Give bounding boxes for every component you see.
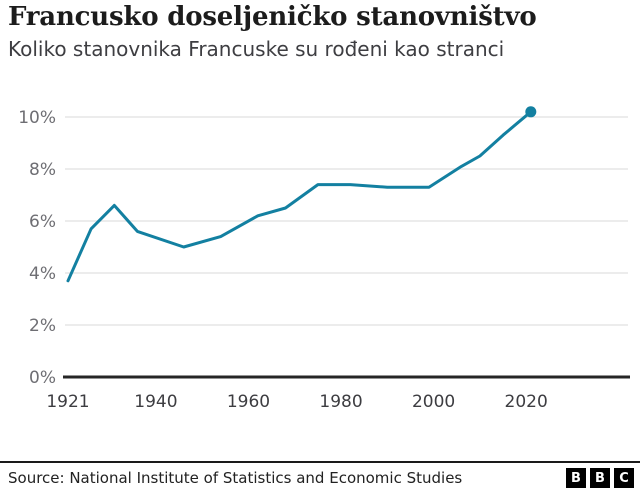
x-axis-tick-label: 1921 xyxy=(46,392,89,412)
data-line xyxy=(66,110,533,283)
y-axis-tick-label: 8% xyxy=(29,160,56,180)
footer: Source: National Institute of Statistics… xyxy=(0,461,640,493)
x-axis-tick-label: 2020 xyxy=(505,392,548,412)
x-axis-tick-label: 1980 xyxy=(319,392,362,412)
x-axis-tick-label: 1960 xyxy=(227,392,270,412)
y-axis-tick-label: 0% xyxy=(29,368,56,388)
y-axis-tick-label: 10% xyxy=(18,108,56,128)
bbc-logo-block-c: C xyxy=(614,468,634,488)
x-axis-tick-label: 2000 xyxy=(412,392,455,412)
y-axis-tick-label: 6% xyxy=(29,212,56,232)
page-title: Francusko doseljeničko stanovništvo xyxy=(8,2,537,32)
source-attribution: Source: National Institute of Statistics… xyxy=(8,469,463,487)
bbc-logo-block-b2: B xyxy=(590,468,610,488)
chart-subtitle: Koliko stanovnika Francuske su rođeni ka… xyxy=(8,37,505,61)
y-axis-tick-label: 2% xyxy=(29,316,56,336)
bbc-logo: B B C xyxy=(566,468,634,488)
x-axis-tick-label: 1940 xyxy=(134,392,177,412)
latest-value-dot xyxy=(525,106,537,118)
y-axis-tick-label: 4% xyxy=(29,264,56,284)
bbc-logo-block-b1: B xyxy=(566,468,586,488)
